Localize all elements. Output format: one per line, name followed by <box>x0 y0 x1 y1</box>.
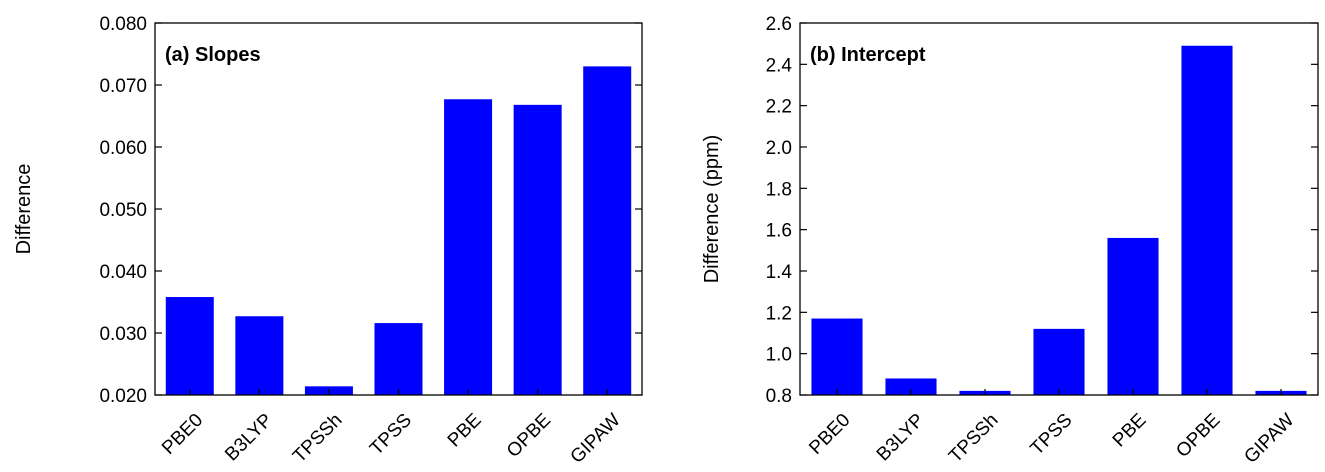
x-tick-label: TPSS <box>366 410 416 460</box>
y-tick-label: 2.2 <box>766 97 792 118</box>
bar-pbe0 <box>165 297 214 395</box>
bar-pbe <box>444 99 493 395</box>
x-tick-label: TPSSh <box>289 410 346 467</box>
y-tick-label: 1.6 <box>766 221 792 242</box>
y-tick-label: 1.2 <box>766 303 792 324</box>
bar-pbe <box>1107 237 1159 395</box>
x-tick-label: GIPAW <box>1240 410 1298 468</box>
bar-tpss <box>1033 328 1085 395</box>
y-tick-label: 1.0 <box>766 345 792 366</box>
x-tick-label: GIPAW <box>567 410 625 468</box>
bar-b3lyp <box>235 316 284 395</box>
y-tick-label: 0.030 <box>99 324 147 345</box>
y-tick-label: 2.4 <box>766 55 793 76</box>
x-tick-label: PBE0 <box>158 410 207 459</box>
x-tick-label: B3LYP <box>221 410 277 466</box>
chart-title: (b) Intercept <box>810 44 926 66</box>
x-tick-label: PBE0 <box>805 410 854 459</box>
bar-tpss <box>374 323 423 395</box>
bar-opbe <box>513 104 562 395</box>
chart-panel-intercept: PBE0 B3LYP TPSSh TPSS PBE OPBE GIPAW 0.8 1.0 1.2 1… <box>701 14 1319 468</box>
y-tick-label: 0.080 <box>99 14 147 35</box>
bar-gipaw <box>583 66 632 396</box>
x-tick-label: TPSS <box>1027 410 1077 460</box>
y-tick-label: 2.0 <box>766 138 792 159</box>
y-axis-label: Difference (ppm) <box>701 135 723 284</box>
bar-opbe <box>1181 45 1233 395</box>
y-axis-label: Difference <box>13 164 35 255</box>
x-tick-label: TPSSh <box>945 410 1002 467</box>
bar-b3lyp <box>885 378 937 395</box>
chart-panel-slopes: PBE0 B3LYP TPSSh TPSS PBE OPBE GIPAW 0.020 0.030… <box>13 14 643 468</box>
chart-title: (a) Slopes <box>165 44 261 66</box>
x-tick-label: B3LYP <box>873 410 929 466</box>
y-tick-label: 2.6 <box>766 14 792 35</box>
y-tick-label: 0.020 <box>99 386 147 407</box>
y-tick-label: 1.8 <box>766 179 792 200</box>
x-tick-label: PBE <box>1109 410 1151 452</box>
x-tick-label: PBE <box>444 410 486 452</box>
x-tick-label: OPBE <box>503 410 555 462</box>
y-tick-label: 0.050 <box>99 200 147 221</box>
y-tick-label: 0.060 <box>99 138 147 159</box>
y-tick-label: 1.4 <box>766 262 793 283</box>
y-tick-label: 0.070 <box>99 76 147 97</box>
y-tick-label: 0.040 <box>99 262 147 283</box>
bar-pbe0 <box>811 318 863 395</box>
y-tick-label: 0.8 <box>766 386 792 407</box>
x-tick-label: OPBE <box>1172 410 1224 462</box>
